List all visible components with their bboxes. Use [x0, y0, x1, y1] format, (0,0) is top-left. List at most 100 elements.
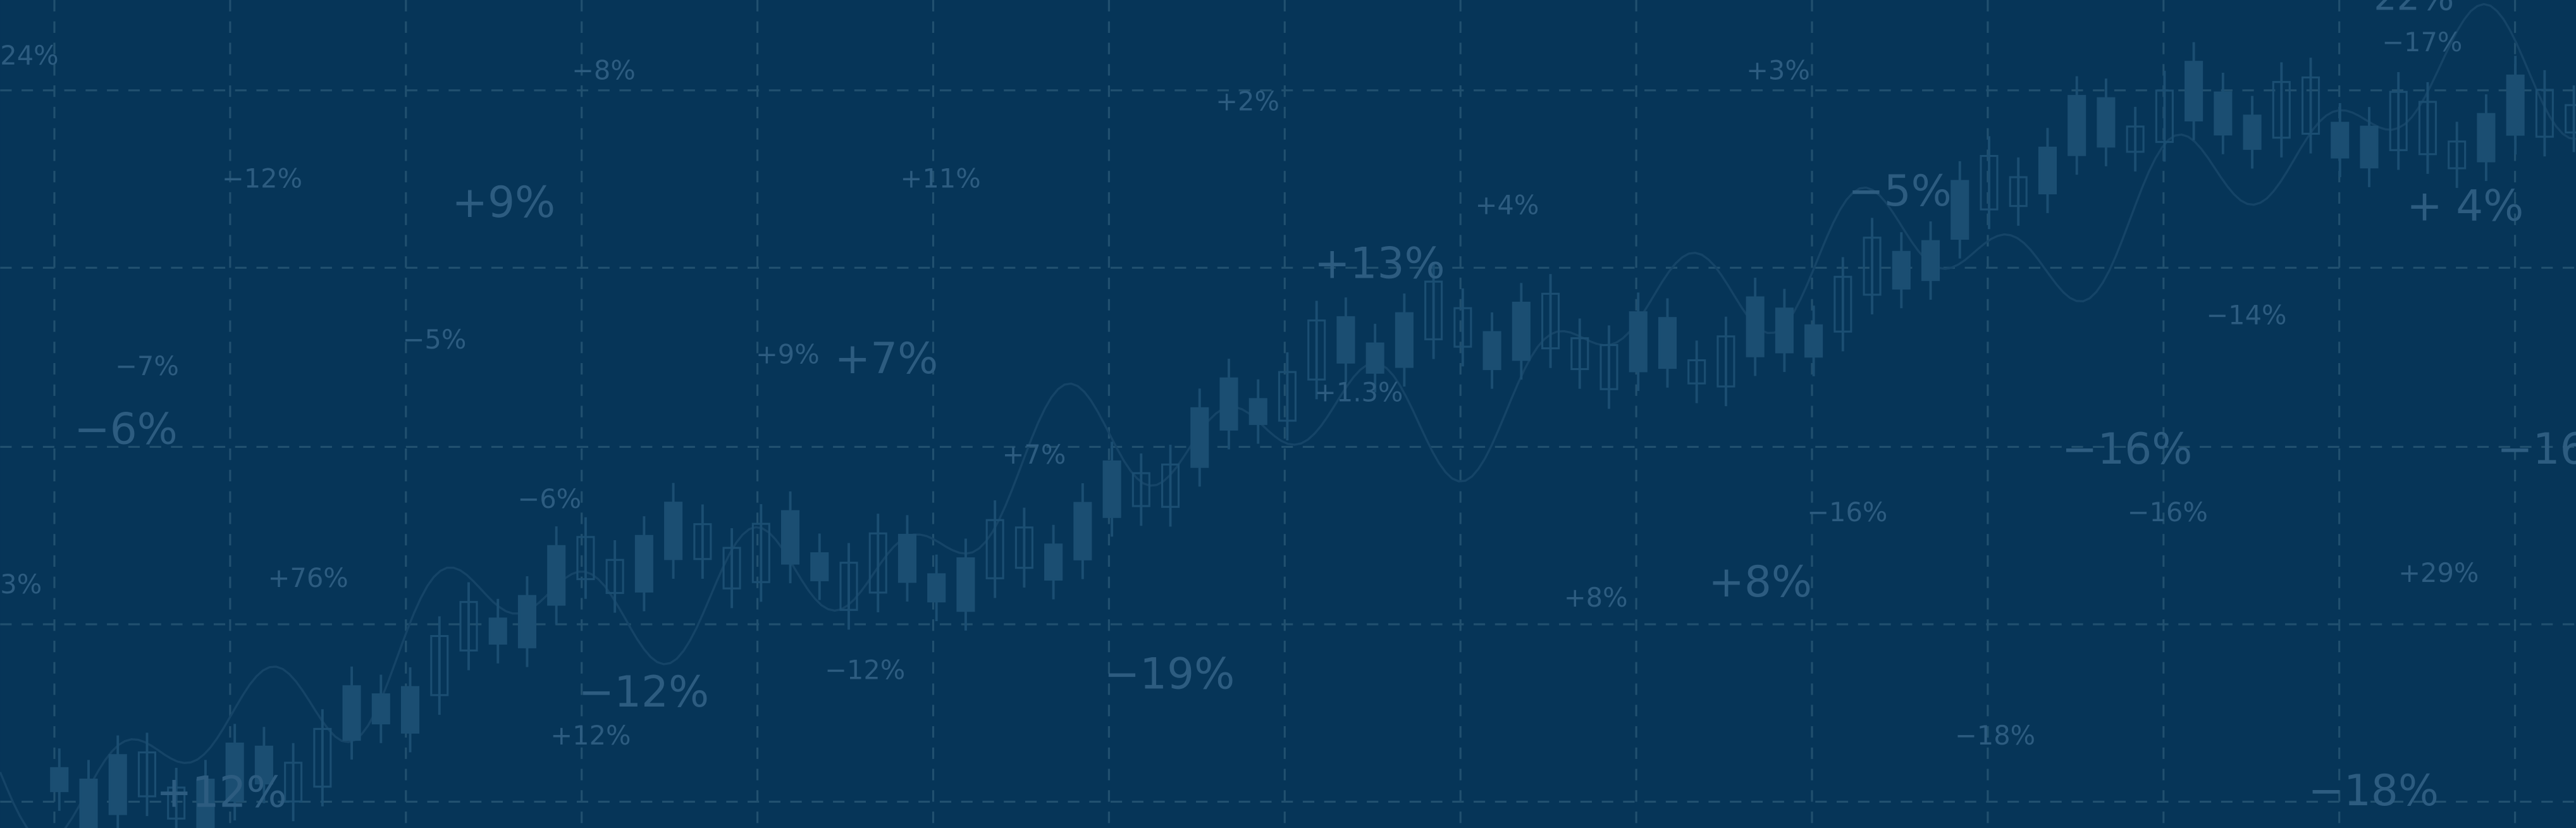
percent-label: −12%	[825, 654, 905, 685]
candle-body	[1102, 460, 1121, 518]
percent-label: −14%	[2206, 299, 2286, 330]
candle-body	[225, 742, 244, 802]
candle-body	[137, 751, 157, 798]
candle-body	[1219, 377, 1238, 431]
candle-body	[1804, 324, 1823, 358]
percent-label: −18%	[2308, 765, 2439, 815]
percent-label: 3%	[0, 569, 42, 600]
candle-body	[1775, 307, 1794, 354]
percent-label: −7%	[115, 350, 179, 381]
percent-label: +29%	[2398, 557, 2479, 588]
candle-body	[1746, 296, 1765, 357]
candle-body	[50, 767, 69, 793]
candle-body	[196, 778, 215, 828]
percent-label: −16%	[1807, 497, 1887, 528]
candle-body	[1687, 359, 1706, 385]
percent-label: +76%	[268, 562, 348, 593]
candle-body	[576, 536, 595, 581]
percent-label: −19%	[1104, 649, 1235, 699]
candle-body	[108, 754, 127, 815]
candle-body	[1658, 317, 1677, 369]
candle-body	[693, 523, 712, 560]
percent-label: +12%	[156, 767, 287, 817]
candle-body	[547, 545, 566, 606]
candle-body	[722, 547, 741, 590]
candle-body	[1980, 154, 1999, 211]
percent-label: +9%	[756, 339, 820, 370]
candle-body	[1599, 343, 1618, 390]
candle-body	[313, 727, 332, 788]
candle-body	[1541, 292, 1560, 350]
candle-body	[1512, 301, 1531, 361]
percent-label: +13%	[1314, 238, 1445, 288]
candle-body	[1248, 398, 1267, 425]
candle-body	[780, 510, 800, 565]
candle-body	[927, 573, 946, 603]
candle-body	[459, 601, 478, 652]
candle-body	[488, 617, 507, 645]
percent-label: +8%	[1708, 557, 1812, 607]
percent-label: +11%	[901, 163, 981, 194]
candle-body	[839, 562, 858, 611]
candle-body	[2506, 74, 2525, 136]
candle-body	[1629, 311, 1648, 373]
percent-label: +7%	[835, 333, 939, 383]
candle-body	[956, 557, 975, 612]
wave-line	[0, 3, 2576, 828]
candle-body	[371, 693, 390, 725]
candle-body	[1073, 502, 1092, 560]
wave-lines	[0, 3, 2576, 828]
candle-body	[342, 685, 361, 741]
candle-body	[1950, 180, 1969, 240]
percent-label: −6%	[74, 404, 178, 454]
candle-body	[1395, 312, 1414, 368]
percent-label: +8%	[1564, 582, 1628, 613]
percent-label: −17%	[2382, 27, 2462, 58]
candle-body	[2185, 61, 2203, 121]
percent-label: 22%	[2374, 0, 2454, 19]
candle-body	[2565, 104, 2576, 133]
candle-body	[1161, 463, 1180, 508]
candle-body	[1336, 316, 1355, 364]
candle-body	[2243, 114, 2262, 150]
candle-body	[2331, 121, 2350, 159]
candle-body	[664, 502, 683, 560]
percent-label: −5%	[1848, 166, 1952, 216]
percent-label: +4%	[1476, 189, 1539, 220]
candle-body	[634, 534, 653, 593]
candle-body	[1365, 342, 1384, 374]
candle-body	[810, 552, 829, 581]
candle-body	[1482, 331, 1501, 371]
candle-body	[430, 634, 449, 696]
candle-body	[2389, 90, 2408, 151]
percent-label: + 4%	[2407, 180, 2524, 230]
candle-body	[2535, 89, 2554, 138]
candle-body	[401, 686, 420, 734]
candle-body	[2301, 76, 2320, 135]
candle-body	[605, 559, 624, 594]
candle-body	[1892, 250, 1911, 290]
candle-body	[897, 533, 917, 583]
candle-body	[2068, 95, 2086, 156]
candle-body	[2477, 113, 2496, 163]
candle-body	[79, 778, 98, 828]
candle-body	[2009, 176, 2028, 207]
percent-label: −5%	[403, 324, 467, 355]
candle-body	[2214, 91, 2233, 136]
candle-body	[284, 762, 303, 803]
percent-label: +12%	[550, 720, 631, 751]
percent-label: −16%	[2128, 497, 2208, 528]
candle-body	[1278, 371, 1297, 422]
candle-body	[167, 786, 186, 820]
candle-body	[2272, 81, 2291, 139]
percent-label: −16%	[2062, 424, 2193, 474]
candle-body	[1190, 407, 1209, 468]
candle-body	[868, 532, 887, 594]
candle-body	[1453, 307, 1472, 348]
candle-body	[1570, 337, 1589, 371]
percent-label: −16	[2497, 424, 2576, 474]
candle-body	[254, 745, 273, 785]
